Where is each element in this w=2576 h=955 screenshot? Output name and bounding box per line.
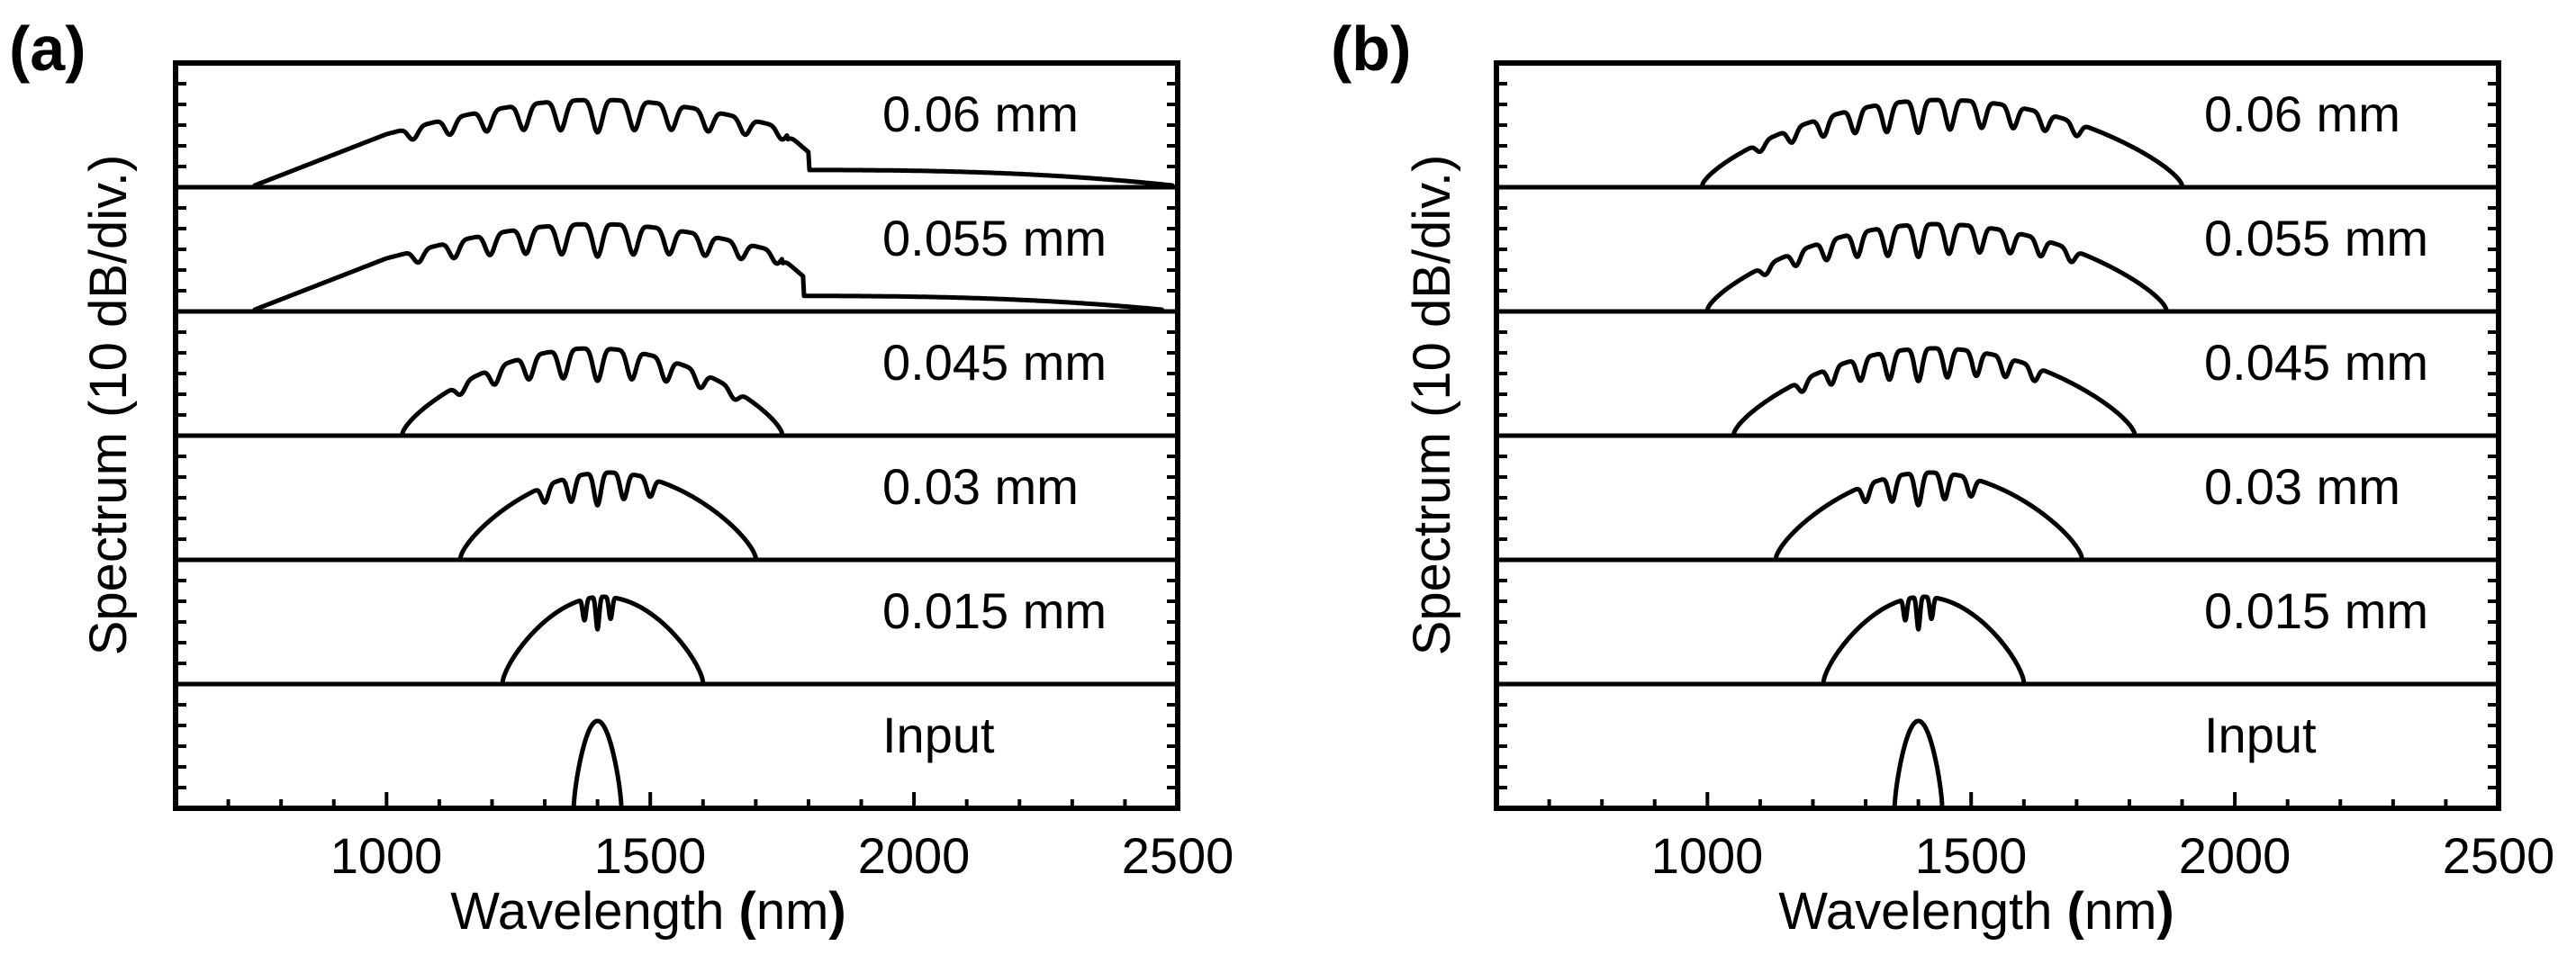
panel-a-spectrum-0.055mm	[252, 221, 1164, 312]
panel-b-spectrum-0.06mm	[1700, 97, 2184, 188]
panel-a-x-axis-title-unit-open: (	[739, 882, 757, 941]
panel-a-x-tick-label-1: 1000	[330, 827, 443, 884]
panel-b-x-axis-title-unit-open: (	[2067, 882, 2085, 941]
panel-b-x-tick-label-3: 2000	[2179, 827, 2291, 884]
panel-a-x-tick-label-4: 2500	[1122, 827, 1234, 884]
panel-b-ticks	[1495, 82, 2500, 808]
panel-b-label-0.06mm: 0.06 mm	[2204, 86, 2400, 142]
panel-b-spectrum-0.03mm	[1774, 470, 2084, 561]
panel-a-x-tick-label-2: 1500	[594, 827, 707, 884]
panel-a-label: (a)	[9, 14, 86, 84]
panel-a-label-0.045mm: 0.045 mm	[882, 334, 1107, 391]
panel-b-x-axis-title-main: Wavelength	[1778, 882, 2052, 941]
panel-b-x-tick-label-1: 1000	[1651, 827, 1764, 884]
panel-b-x-axis-title: Wavelength (nm)	[1778, 882, 2174, 941]
panel-b-label-input: Input	[2204, 707, 2317, 763]
panel-b-x-tick-label-2: 1500	[1915, 827, 2028, 884]
panel-b-spectrum-0.045mm	[1731, 346, 2138, 437]
panel-a-label-0.055mm: 0.055 mm	[882, 210, 1107, 266]
panel-b-label-0.03mm: 0.03 mm	[2204, 458, 2400, 515]
panel-a-x-axis-title-main: Wavelength	[450, 882, 724, 941]
panel-b-spectrum-0.015mm	[1821, 594, 2027, 685]
panel-a-spectrum-0.03mm	[457, 470, 758, 561]
panel-b-label-0.015mm: 0.015 mm	[2204, 582, 2428, 639]
panel-a-y-axis-title: Spectrum (10 dB/div.)	[79, 155, 138, 656]
panel-b-spectrum-input	[1892, 718, 1945, 809]
panel-b-label-0.045mm: 0.045 mm	[2204, 334, 2428, 391]
panel-a-label-0.03mm: 0.03 mm	[882, 458, 1079, 515]
panel-a: (a) Spectrum (10 dB/div.) Wavelength (nm…	[9, 14, 1234, 941]
panel-a-x-tick-label-3: 2000	[858, 827, 971, 884]
panel-b-label-0.055mm: 0.055 mm	[2204, 210, 2428, 266]
panel-a-ticks	[174, 82, 1180, 808]
panel-b-x-axis-title-unit: nm	[2084, 882, 2157, 941]
panel-a-x-axis-title-unit: nm	[756, 882, 829, 941]
panel-a-label-input: Input	[882, 707, 995, 763]
panel-a-spectrum-0.045mm	[400, 346, 785, 437]
panel-a-label-0.015mm: 0.015 mm	[882, 582, 1107, 639]
panel-a-spectrum-0.015mm	[500, 594, 706, 685]
panel-a-spectrum-0.06mm	[252, 97, 1175, 188]
panel-b-x-axis-title-unit-close: )	[2156, 882, 2174, 941]
panel-b-y-axis-title: Spectrum (10 dB/div.)	[1403, 155, 1461, 656]
panel-a-label-0.06mm: 0.06 mm	[882, 86, 1079, 142]
panel-b-label: (b)	[1331, 14, 1411, 84]
panel-b: (b) Spectrum (10 dB/div.) Wavelength (nm…	[1331, 14, 2554, 941]
panel-a-x-axis-title-unit-close: )	[828, 882, 845, 941]
panel-b-spectrum-0.055mm	[1704, 221, 2169, 312]
panel-b-x-tick-label-4: 2500	[2443, 827, 2555, 884]
panel-a-x-axis-title: Wavelength (nm)	[450, 882, 846, 941]
panel-a-spectrum-input	[571, 718, 624, 809]
